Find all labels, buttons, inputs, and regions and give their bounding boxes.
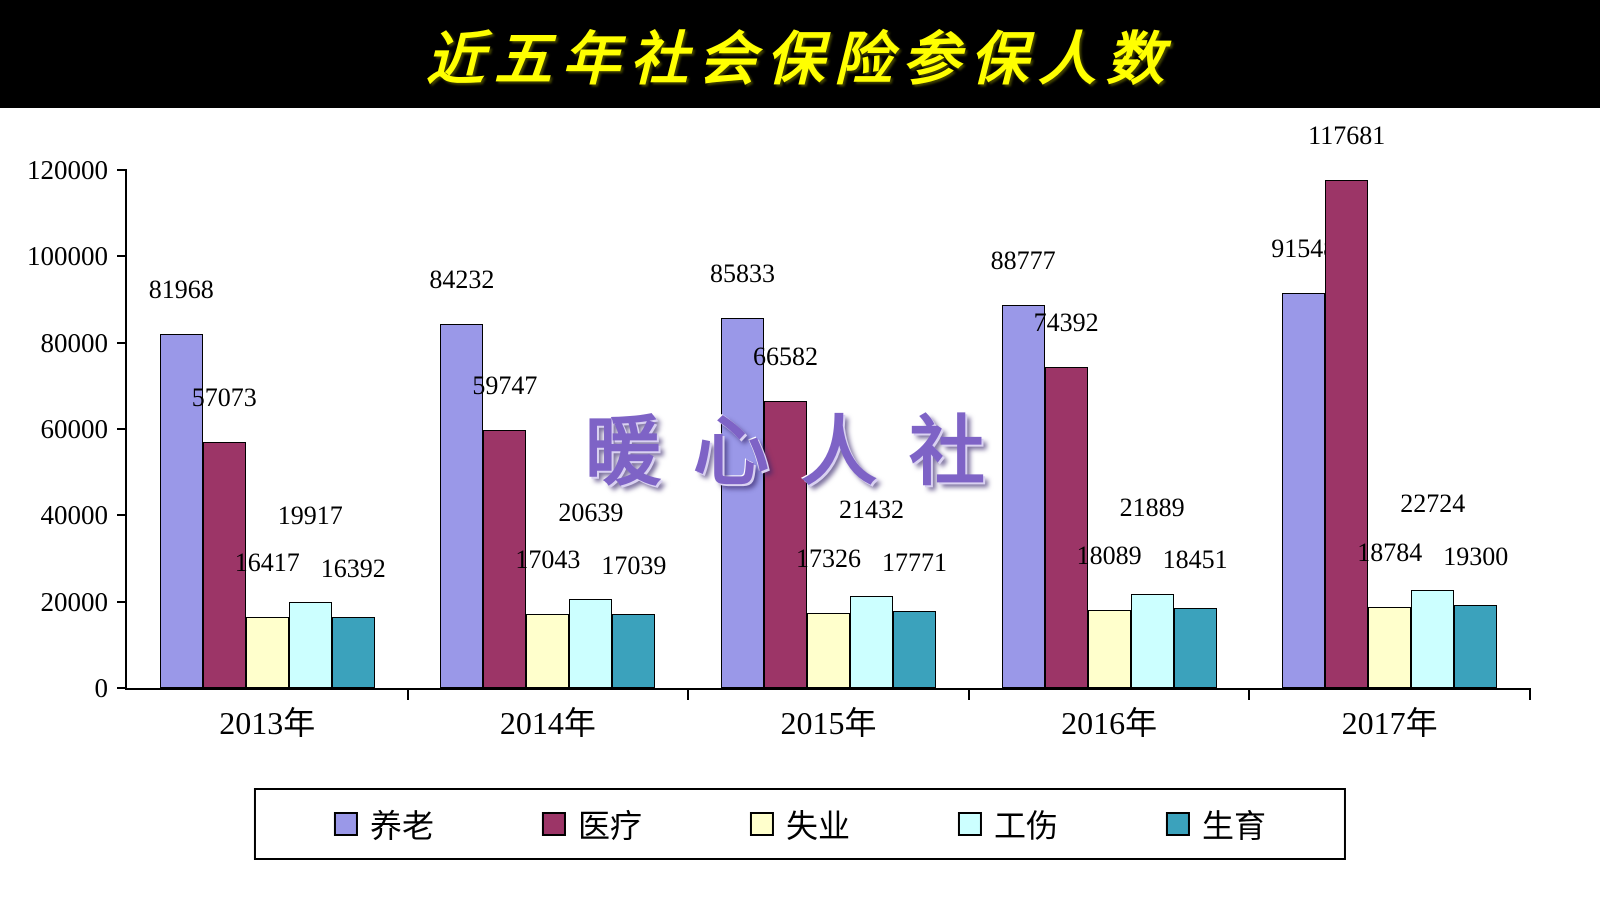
plot-area: 81968 57073 16417 19917 16392 2013年 84232 59747… [117, 122, 1531, 741]
bar-value-label: 18784 [1357, 537, 1423, 567]
bar-value-label: 22724 [1400, 488, 1466, 518]
bar-工伤 [849, 595, 893, 688]
bar-工伤 [1130, 593, 1174, 688]
y-axis-labels: 0 20000 40000 60000 80000 100000 120000 [0, 156, 115, 702]
x-axis-label: 2014年 [499, 705, 596, 741]
y-axis-tick-label: 60000 [40, 414, 109, 444]
bar-value-label: 17771 [881, 548, 947, 578]
bar-生育 [1173, 608, 1217, 688]
bar-医疗 [1325, 180, 1369, 688]
y-axis-tick-label: 0 [94, 673, 109, 703]
bar-value-label: 21432 [838, 494, 904, 524]
bar-value-label: 17039 [601, 551, 667, 581]
bar-group: 91548 117681 18784 22724 19300 2017年 [1249, 122, 1530, 741]
bar-value-label: 81968 [148, 275, 214, 305]
chart-title: 近五年社会保险参保人数 [425, 27, 1174, 92]
bar-value-label: 66582 [752, 341, 818, 371]
bar-养老 [159, 334, 203, 688]
y-axis-tick-label: 80000 [40, 327, 109, 358]
bar-value-label: 19917 [277, 501, 343, 531]
bar-养老 [720, 317, 764, 688]
bar-value-label: 17043 [515, 545, 581, 575]
bar-工伤 [569, 598, 613, 688]
legend-entry-生育: 生育 [1166, 801, 1266, 847]
legend-entry-医疗: 医疗 [541, 801, 642, 847]
bar-value-label: 17326 [795, 544, 861, 574]
x-axis-tick-mark [687, 688, 690, 700]
legend-swatch [333, 812, 358, 836]
bar-group: 85833 66582 17326 21432 17771 2015年 [688, 170, 969, 741]
bar-value-label: 21889 [1119, 492, 1185, 522]
legend-label: 工伤 [994, 808, 1059, 844]
x-axis-tick-mark [967, 688, 970, 700]
y-axis-tick-label: 100000 [27, 241, 108, 272]
bar-医疗 [483, 430, 527, 688]
x-axis-label: 2015年 [780, 705, 877, 741]
bar-养老 [1282, 292, 1326, 688]
bar-医疗 [763, 400, 807, 688]
bar-value-label: 85833 [709, 258, 775, 288]
legend-swatch [1166, 812, 1191, 836]
bar-value-label: 57073 [191, 382, 257, 412]
bar-value-label: 59747 [472, 371, 538, 401]
legend-swatch [749, 812, 774, 836]
x-axis-tick-mark [1248, 688, 1251, 700]
bar-生育 [331, 617, 375, 688]
y-axis-tick-mark [117, 428, 127, 430]
x-axis-label: 2017年 [1341, 705, 1438, 741]
y-axis-tick-mark [117, 255, 127, 258]
legend-entry-失业: 失业 [749, 801, 851, 847]
x-axis-label: 2013年 [219, 705, 316, 741]
bar-value-label: 19300 [1443, 541, 1509, 571]
y-axis-tick-mark [117, 514, 127, 517]
bar-医疗 [1044, 366, 1088, 688]
bar-生育 [1454, 604, 1498, 688]
bar-value-label: 117681 [1308, 121, 1386, 151]
bar-失业 [526, 614, 570, 688]
y-axis-tick-label: 40000 [40, 500, 109, 531]
x-axis-tick-mark [1529, 688, 1531, 700]
bar-value-label: 88777 [990, 245, 1056, 275]
bar-失业 [806, 613, 850, 688]
legend-label: 失业 [785, 808, 851, 844]
legend-label: 生育 [1202, 808, 1267, 844]
bar-生育 [612, 614, 656, 688]
legend-swatch [541, 812, 566, 836]
bar-养老 [1001, 304, 1045, 688]
bar-生育 [892, 611, 936, 688]
bar-养老 [440, 324, 484, 688]
bar-value-label: 84232 [429, 265, 495, 295]
bar-group: 84232 59747 17043 20639 17039 2014年 [408, 170, 689, 741]
bar-group: 88777 74392 18089 21889 18451 2016年 [969, 170, 1250, 741]
bar-工伤 [1411, 589, 1455, 688]
legend-entry-工伤: 工伤 [958, 801, 1058, 847]
y-axis-tick-mark [117, 341, 127, 344]
bar-value-label: 20639 [558, 497, 624, 527]
bar-工伤 [288, 602, 332, 688]
legend-swatch [958, 812, 983, 836]
y-axis-tick-mark [117, 600, 127, 603]
y-axis-tick-mark [117, 169, 127, 171]
bar-group: 81968 57073 16417 19917 16392 2013年 [127, 170, 408, 741]
legend: 养老 医疗 失业 工伤 生育 [253, 788, 1347, 860]
y-axis-tick-mark [117, 687, 127, 689]
x-axis-tick-mark [406, 688, 409, 700]
legend-entry-养老: 养老 [333, 801, 434, 847]
legend-label: 医疗 [577, 808, 642, 844]
bar-失业 [245, 617, 289, 688]
legend-label: 养老 [369, 808, 434, 844]
bar-value-label: 74392 [1033, 307, 1099, 337]
bar-value-label: 16417 [234, 548, 300, 578]
x-axis-label: 2016年 [1061, 705, 1158, 741]
bar-value-label: 16392 [320, 554, 386, 584]
y-axis-tick-label: 20000 [40, 586, 109, 617]
bar-医疗 [202, 441, 246, 688]
title-bar: 近五年社会保险参保人数 [0, 0, 1600, 108]
bar-失业 [1368, 606, 1412, 688]
bar-失业 [1087, 609, 1131, 688]
bar-value-label: 18089 [1076, 540, 1142, 570]
bar-value-label: 18451 [1162, 545, 1228, 575]
y-axis-tick-label: 120000 [27, 155, 108, 185]
chart-area: 0 20000 40000 60000 80000 100000 120000 81968 5… [0, 108, 1600, 900]
